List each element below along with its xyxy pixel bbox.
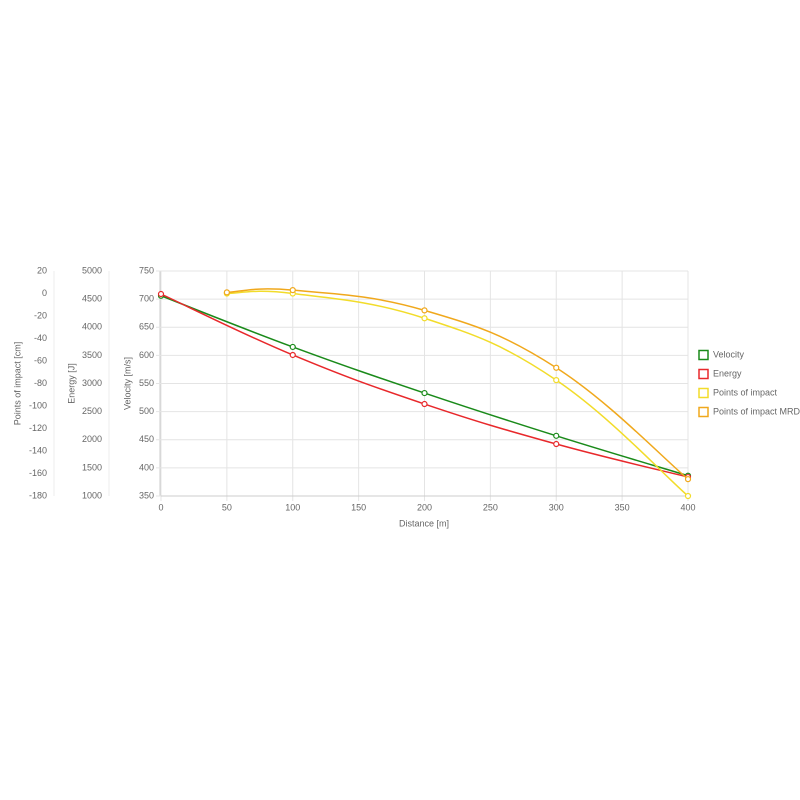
y-tick-label: -20 <box>34 310 47 320</box>
data-point <box>421 307 428 314</box>
y-tick-label: 450 <box>139 434 154 444</box>
y-tick-label: 3000 <box>82 378 102 388</box>
data-point <box>421 400 428 408</box>
legend-swatch <box>698 349 709 361</box>
x-tick-label: 400 <box>680 502 695 512</box>
y-tick-label: 500 <box>139 406 154 416</box>
x-tick-label: 0 <box>158 502 163 512</box>
y-tick-label: 0 <box>42 288 47 298</box>
y-tick-label: 600 <box>139 350 154 360</box>
y-tick-label: -160 <box>29 468 47 478</box>
data-point <box>553 364 560 371</box>
y-tick-label: 2000 <box>82 434 102 444</box>
data-point <box>553 377 560 384</box>
data-point <box>684 492 692 500</box>
y-tick-label: 650 <box>139 322 154 332</box>
y-tick-label: -60 <box>34 355 47 365</box>
data-point <box>223 289 230 296</box>
y-tick-label: 4500 <box>82 294 102 304</box>
y-tick-label: -80 <box>34 378 47 388</box>
series-line <box>226 290 689 497</box>
y-tick-label: 2500 <box>82 406 102 416</box>
x-tick-label: 100 <box>285 502 300 512</box>
y-tick-label: 4000 <box>82 322 102 332</box>
y-tick-label: 350 <box>139 490 154 500</box>
legend-label: Points of impact MRD <box>713 406 800 416</box>
y-tick-label: 750 <box>139 265 154 275</box>
data-point <box>289 343 296 351</box>
data-point <box>289 287 296 294</box>
y-tick-label: 700 <box>139 294 154 304</box>
x-axis-title: Distance [m] <box>399 518 449 528</box>
data-point <box>553 440 560 448</box>
legend-swatch <box>698 368 709 380</box>
legend-label: Points of impact <box>713 387 778 397</box>
x-tick-label: 150 <box>351 502 366 512</box>
legend-label: Velocity <box>713 349 745 359</box>
x-tick-label: 200 <box>417 502 432 512</box>
data-point <box>421 315 428 322</box>
y-tick-label: -180 <box>29 490 47 500</box>
x-tick-label: 50 <box>222 502 232 512</box>
y-tick-label: 3500 <box>82 350 102 360</box>
y-tick-label: -140 <box>29 445 47 455</box>
data-point <box>289 351 296 359</box>
x-tick-label: 250 <box>483 502 498 512</box>
y-tick-label: -120 <box>29 423 47 433</box>
data-point <box>553 432 560 439</box>
y-axis-title: Energy [J] <box>66 363 76 404</box>
y-tick-label: 400 <box>139 462 154 472</box>
y-tick-label: -100 <box>29 400 47 410</box>
data-point <box>157 290 165 298</box>
y-tick-label: 20 <box>37 265 47 275</box>
x-tick-label: 300 <box>549 502 564 512</box>
legend-swatch <box>698 406 709 418</box>
x-tick-label: 350 <box>615 502 630 512</box>
y-tick-label: 1000 <box>82 490 102 500</box>
y-axis-title: Points of impact [cm] <box>12 342 22 426</box>
data-point <box>684 476 692 483</box>
legend-label: Energy <box>713 368 742 378</box>
series-line <box>226 288 689 480</box>
y-tick-label: 5000 <box>82 265 102 275</box>
legend-swatch <box>698 387 709 399</box>
y-tick-label: 1500 <box>82 462 102 472</box>
data-point <box>421 389 428 397</box>
y-tick-label: -40 <box>34 333 47 343</box>
y-tick-label: 550 <box>139 378 154 388</box>
y-axis-title: Velocity [m/s] <box>122 357 132 410</box>
